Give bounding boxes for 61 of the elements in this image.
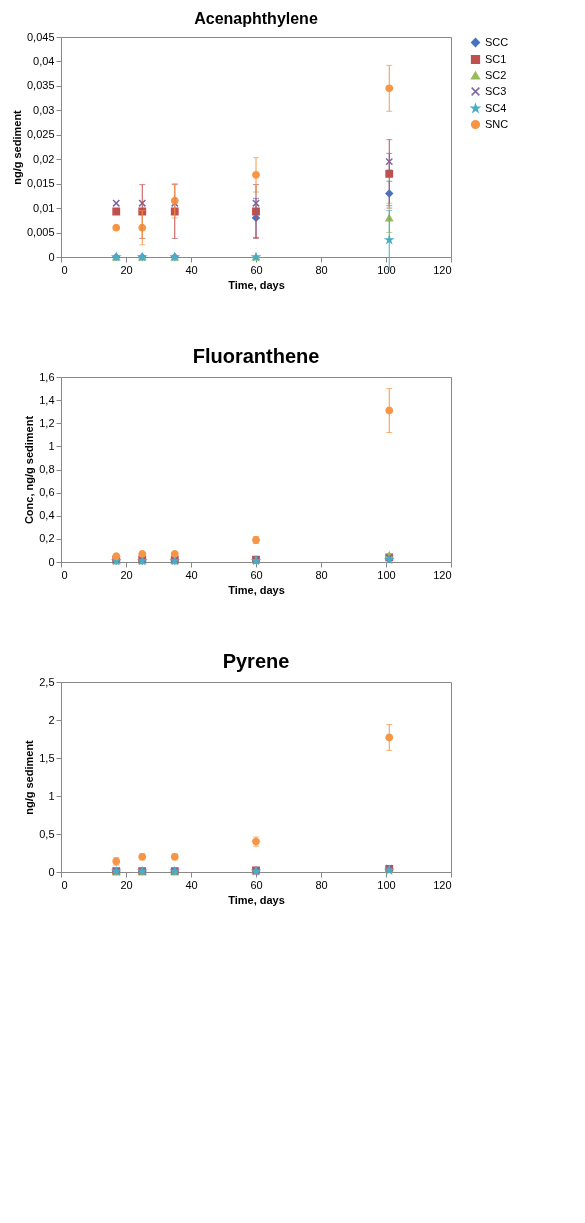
x-tick-label: 120: [433, 263, 452, 276]
y-tick-label: 0,035: [26, 79, 55, 92]
x-tick-label: 20: [120, 568, 133, 581]
x-tick-label: 40: [185, 568, 198, 581]
x-tick-label: 60: [250, 568, 263, 581]
y-tick-label: 0,5: [39, 827, 55, 840]
y-tick-label: 2,5: [39, 675, 55, 688]
y-tick-label: 1,2: [39, 416, 55, 429]
legend-label: SNC: [485, 117, 509, 130]
y-tick-label: 0,02: [33, 152, 55, 165]
x-tick-label: 80: [315, 568, 328, 581]
x-tick-label: 60: [250, 878, 263, 891]
y-tick-label: 1: [48, 789, 55, 802]
x-tick-label: 100: [377, 878, 396, 891]
x-tick-label: 80: [315, 263, 328, 276]
y-tick-label: 1,4: [39, 393, 55, 406]
y-tick-label: 0: [48, 250, 55, 263]
legend-label: SC4: [485, 101, 507, 114]
y-tick-label: 1,5: [39, 751, 55, 764]
legend-label: SC2: [485, 68, 507, 81]
x-tick-label: 40: [185, 878, 198, 891]
x-tick-label: 60: [250, 263, 263, 276]
y-tick-label: 2: [48, 713, 55, 726]
y-tick-label: 0: [48, 865, 55, 878]
x-tick-label: 100: [377, 568, 396, 581]
y-tick-label: 0,005: [26, 226, 55, 239]
y-tick-label: 1: [48, 439, 55, 452]
y-tick-label: 0,01: [33, 201, 55, 214]
x-tick-label: 100: [377, 263, 396, 276]
legend-label: SC3: [485, 84, 507, 97]
y-tick-label: 0,6: [39, 486, 55, 499]
x-tick-label: 120: [433, 568, 452, 581]
legend-label: SC1: [485, 52, 507, 65]
x-tick-label: 0: [61, 878, 68, 891]
chart-title: Acenaphthylene: [194, 10, 318, 27]
x-tick-label: 0: [61, 263, 68, 276]
x-tick-label: 20: [120, 878, 133, 891]
x-tick-label: 40: [185, 263, 198, 276]
x-tick-label: 80: [315, 878, 328, 891]
x-tick-label: 0: [61, 568, 68, 581]
chart-title: Pyrene: [222, 650, 290, 672]
y-tick-label: 0,4: [39, 509, 55, 522]
x-axis-title: Time, days: [228, 278, 285, 291]
y-tick-label: 0,04: [33, 54, 55, 67]
y-tick-label: 0: [48, 555, 55, 568]
y-axis-title: ng/g sediment: [23, 739, 36, 815]
x-tick-label: 20: [120, 263, 133, 276]
y-tick-label: 0,015: [26, 177, 55, 190]
x-axis-title: Time, days: [228, 893, 285, 906]
y-tick-label: 0,025: [26, 128, 55, 141]
y-axis-title: Conc, ng/g sediment: [23, 415, 36, 525]
legend-label: SCC: [485, 35, 509, 48]
chart-title: Fluoranthene: [192, 345, 320, 367]
y-tick-label: 0,03: [33, 103, 55, 116]
y-tick-label: 0,045: [26, 30, 55, 43]
y-axis-title: ng/g sediment: [10, 109, 23, 185]
y-tick-label: 0,2: [39, 532, 55, 545]
y-tick-label: 1,6: [39, 370, 55, 383]
x-axis-title: Time, days: [228, 583, 285, 596]
y-tick-label: 0,8: [39, 463, 55, 475]
x-tick-label: 120: [433, 878, 452, 891]
